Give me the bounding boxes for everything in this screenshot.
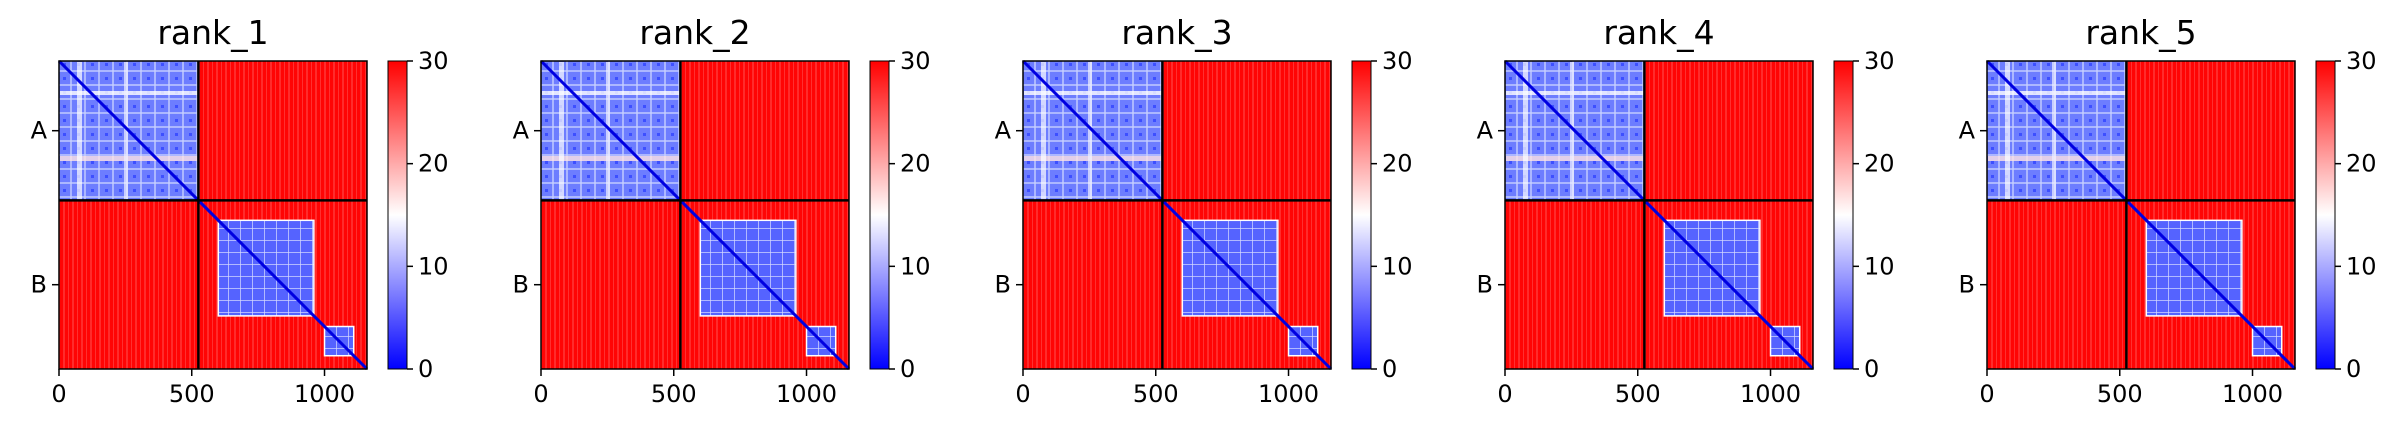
colorbar-tick-label: 0 — [418, 355, 433, 383]
colorbar-frame — [387, 60, 408, 370]
colorbar-tick-label: 10 — [900, 252, 931, 280]
x-tick-label: 500 — [1133, 380, 1179, 408]
y-tick-label: A — [31, 117, 48, 145]
colorbar-tick-label: 20 — [418, 150, 449, 178]
colorbar-tick-label: 0 — [2346, 355, 2361, 383]
heatmap-band — [1024, 156, 1162, 161]
colorbar-tick-label: 30 — [900, 47, 931, 75]
x-tick-label: 1000 — [2222, 380, 2283, 408]
axes-frame — [1504, 60, 1814, 370]
colorbar-tick-label: 30 — [418, 47, 449, 75]
colorbar-tick-label: 20 — [900, 150, 931, 178]
colorbar-tick-label: 10 — [2346, 252, 2377, 280]
colorbar-frame — [1833, 60, 1854, 370]
x-tick-label: 0 — [1979, 380, 1994, 408]
colorbar — [870, 61, 889, 369]
heatmap-diagonal — [539, 59, 851, 371]
heatmap-band — [1024, 91, 1162, 95]
heatmap-band — [1088, 62, 1092, 200]
heatmap-band — [606, 62, 610, 200]
y-tick-label: A — [1959, 117, 1976, 145]
heatmap-band — [2052, 62, 2056, 200]
axes-frame — [1986, 60, 2296, 370]
heatmap-band — [1041, 62, 1046, 200]
heatmap-band — [1523, 62, 1528, 200]
heatmap-band — [1570, 62, 1574, 200]
y-tick-label: B — [995, 271, 1011, 299]
y-tick-label: A — [513, 117, 530, 145]
heatmap-diagonal — [1021, 59, 1333, 371]
heatmap-band — [77, 62, 82, 200]
colorbar-tick-label: 30 — [1864, 47, 1895, 75]
x-tick-label: 1000 — [1740, 380, 1801, 408]
y-tick-label: A — [995, 117, 1012, 145]
heatmap-band — [1506, 156, 1644, 161]
y-tick-label: A — [1477, 117, 1494, 145]
x-tick-label: 0 — [1497, 380, 1512, 408]
axes-frame — [1022, 60, 1332, 370]
colorbar — [2316, 61, 2335, 369]
x-tick-label: 0 — [51, 380, 66, 408]
x-tick-label: 500 — [2097, 380, 2143, 408]
axes-frame — [540, 60, 850, 370]
colorbar-tick-label: 10 — [1382, 252, 1413, 280]
colorbar-tick-label: 30 — [1382, 47, 1413, 75]
x-tick-label: 500 — [1615, 380, 1661, 408]
y-tick-label: B — [1477, 271, 1493, 299]
panel-rank_4: rank_4 0 500 1000 A B 0 10 20 30 — [1477, 13, 1895, 408]
x-tick-label: 500 — [169, 380, 215, 408]
colorbar — [1834, 61, 1853, 369]
colorbar-tick-label: 10 — [418, 252, 449, 280]
heatmap-band — [1988, 156, 2126, 161]
panel-title: rank_5 — [2085, 13, 2196, 52]
colorbar-tick-label: 20 — [1382, 150, 1413, 178]
y-tick-label: B — [513, 271, 529, 299]
heatmap-band — [1506, 91, 1644, 95]
colorbar-tick-label: 20 — [1864, 150, 1895, 178]
heatmap-band — [60, 156, 198, 161]
y-tick-label: B — [31, 271, 47, 299]
panel-title: rank_3 — [1121, 13, 1232, 52]
panel-rank_2: rank_2 0 500 1000 A B 0 10 20 30 — [513, 13, 931, 408]
x-tick-label: 500 — [651, 380, 697, 408]
y-tick-label: B — [1959, 271, 1975, 299]
heatmap-band — [559, 62, 564, 200]
x-tick-label: 1000 — [1258, 380, 1319, 408]
heatmap-band — [2005, 62, 2010, 200]
panel-title: rank_1 — [157, 13, 268, 52]
heatmap-band — [60, 91, 198, 95]
colorbar — [388, 61, 407, 369]
colorbar-tick-label: 0 — [1864, 355, 1879, 383]
colorbar-tick-label: 30 — [2346, 47, 2377, 75]
heatmap-diagonal — [1985, 59, 2297, 371]
x-tick-label: 1000 — [294, 380, 355, 408]
colorbar-frame — [1351, 60, 1372, 370]
colorbar-tick-label: 0 — [1382, 355, 1397, 383]
colorbar-tick-label: 20 — [2346, 150, 2377, 178]
heatmap-band — [542, 91, 680, 95]
axes-frame — [58, 60, 368, 370]
heatmap-band — [124, 62, 128, 200]
x-tick-label: 1000 — [776, 380, 837, 408]
panel-rank_1: rank_1 0 500 1000 A B 0 10 20 30 — [31, 13, 449, 408]
heatmap-band — [1988, 91, 2126, 95]
colorbar-frame — [869, 60, 890, 370]
heatmap-band — [542, 156, 680, 161]
panel-title: rank_4 — [1603, 13, 1714, 52]
panel-rank_5: rank_5 0 500 1000 A B 0 10 20 30 — [1959, 13, 2377, 408]
colorbar — [1352, 61, 1371, 369]
colorbar-tick-label: 0 — [900, 355, 915, 383]
panel-title: rank_2 — [639, 13, 750, 52]
colorbar-tick-label: 10 — [1864, 252, 1895, 280]
colorbar-frame — [2315, 60, 2336, 370]
x-tick-label: 0 — [1015, 380, 1030, 408]
heatmap-diagonal — [1503, 59, 1815, 371]
heatmap-diagonal — [57, 59, 369, 371]
x-tick-label: 0 — [533, 380, 548, 408]
panel-rank_3: rank_3 0 500 1000 A B 0 10 20 30 — [995, 13, 1413, 408]
